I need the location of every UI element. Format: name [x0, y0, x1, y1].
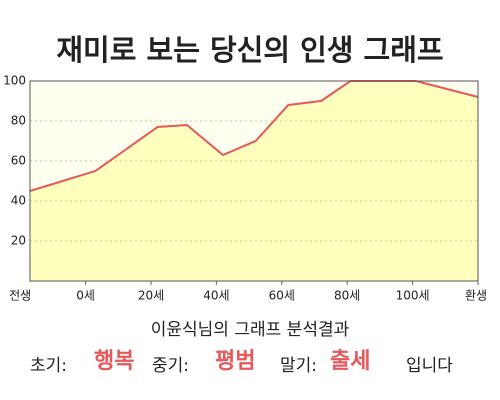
- middle-label: 중기:: [152, 356, 189, 376]
- x-tick-label: 20세: [138, 289, 164, 303]
- chart-title: 재미로 보는 당신의 인생 그래프: [56, 33, 443, 67]
- ending: 입니다: [406, 356, 453, 376]
- plot-border: [29, 80, 479, 282]
- middle-result: 평범: [215, 349, 255, 374]
- x-tick-label: 100세: [396, 289, 430, 303]
- y-tick-label: 60: [11, 154, 26, 168]
- early-label: 초기:: [30, 356, 67, 376]
- x-tick-label: 40세: [203, 289, 229, 303]
- summary-heading: 이윤식님의 그래프 분석결과: [151, 320, 350, 340]
- x-tick-label: 80세: [334, 289, 360, 303]
- y-tick-label: 100: [3, 74, 26, 88]
- x-tick-label: 전생: [9, 289, 31, 303]
- x-tick-label: 60세: [269, 289, 295, 303]
- late-result: 출세: [330, 349, 370, 374]
- x-tick-label: 0세: [76, 289, 95, 303]
- late-label: 말기:: [280, 356, 317, 376]
- early-result: 행복: [94, 349, 134, 374]
- x-tick-label: 환생: [465, 289, 487, 303]
- y-tick-label: 80: [11, 114, 26, 128]
- area: [30, 81, 478, 281]
- y-tick-label: 40: [11, 194, 26, 208]
- y-tick-label: 20: [11, 234, 26, 248]
